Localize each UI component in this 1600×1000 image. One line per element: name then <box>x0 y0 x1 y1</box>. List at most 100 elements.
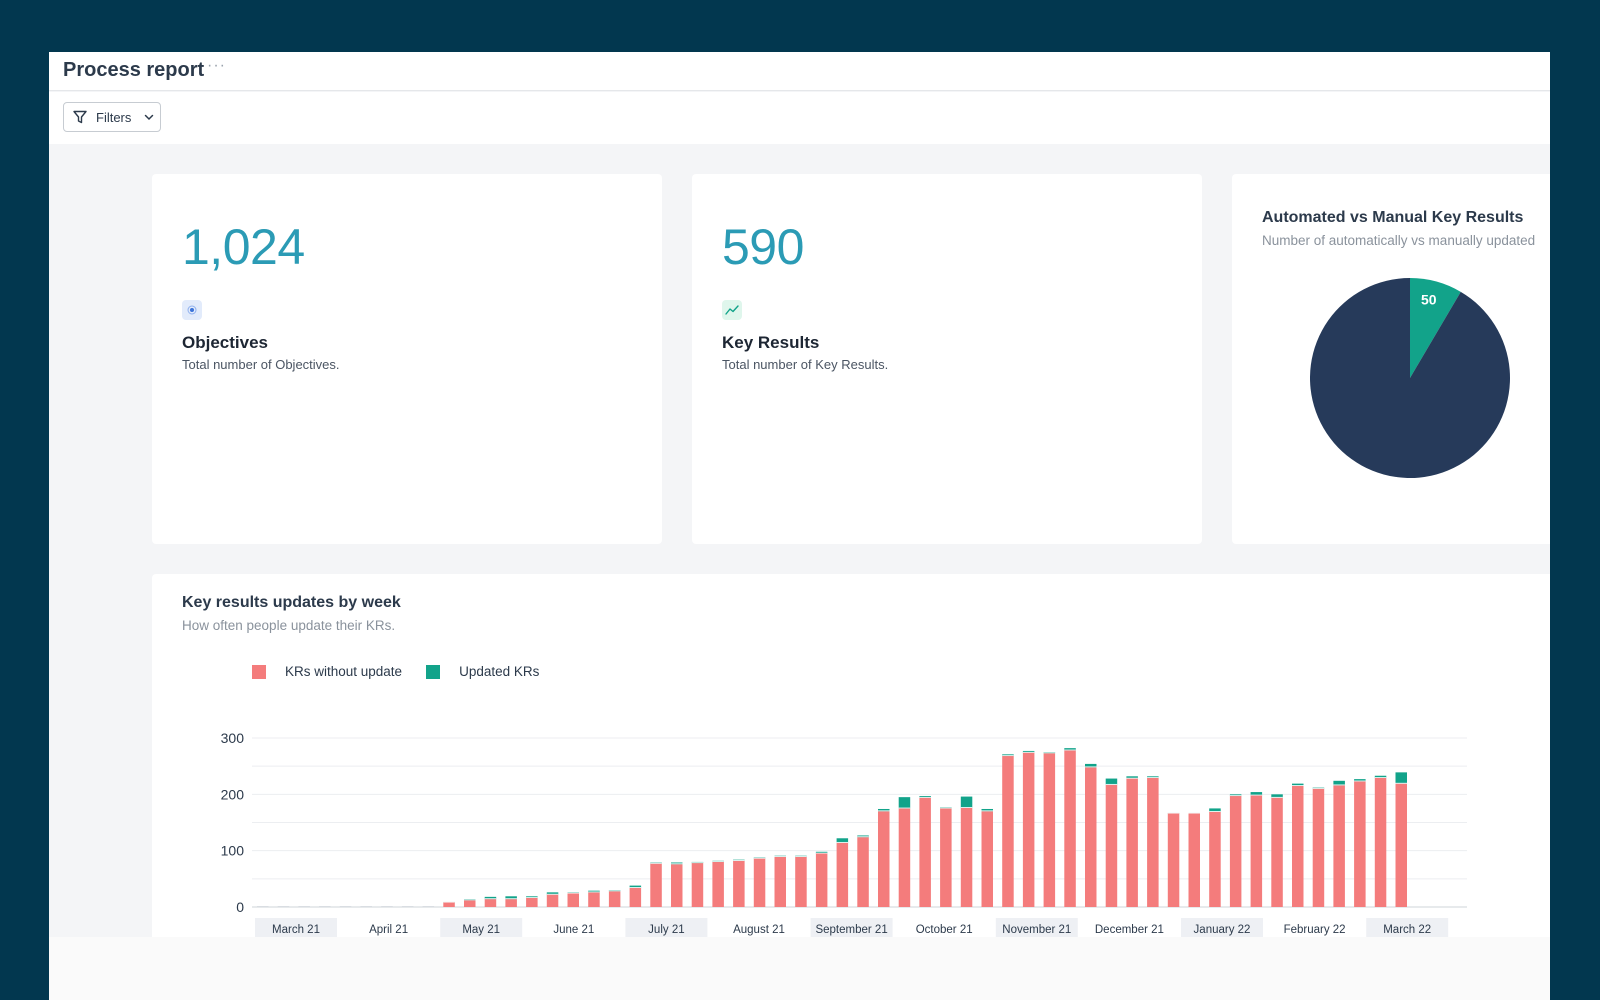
bar-segment-without-update[interactable] <box>1209 811 1221 907</box>
bar-segment-without-update[interactable] <box>339 906 352 907</box>
pie-slice[interactable] <box>1410 278 1461 378</box>
bar-segment-updated[interactable] <box>1022 750 1035 753</box>
bar-segment-updated[interactable] <box>878 808 890 812</box>
bar-segment-without-update[interactable] <box>257 906 269 907</box>
bar-segment-updated[interactable] <box>629 885 642 888</box>
bar-segment-without-update[interactable] <box>650 863 662 907</box>
bar-segment-updated[interactable] <box>588 890 600 893</box>
bar-segment-without-update[interactable] <box>753 858 766 907</box>
bar-segment-without-update[interactable] <box>298 906 310 907</box>
bar-segment-without-update[interactable] <box>360 906 373 907</box>
bar-segment-without-update[interactable] <box>919 797 931 907</box>
bar-segment-without-update[interactable] <box>1167 813 1180 907</box>
bar-segment-updated[interactable] <box>1126 776 1138 779</box>
bar-segment-without-update[interactable] <box>484 899 497 907</box>
bar-separator <box>1126 777 1138 779</box>
bar-segment-without-update[interactable] <box>1002 756 1014 907</box>
filters-button[interactable]: Filters <box>63 102 161 132</box>
bar-segment-without-update[interactable] <box>878 811 890 907</box>
bar-segment-without-update[interactable] <box>319 906 331 907</box>
bar-segment-without-update[interactable] <box>1395 783 1408 907</box>
bar-separator <box>484 898 497 900</box>
bar-separator <box>1312 787 1325 789</box>
bar-segment-updated[interactable] <box>1064 748 1076 751</box>
bar-segment-updated[interactable] <box>1209 808 1221 812</box>
legend-item-without-update[interactable]: KRs without update <box>252 664 402 679</box>
bar-segment-without-update[interactable] <box>1085 767 1097 907</box>
bar-segment-updated[interactable] <box>898 797 911 809</box>
bar-segment-without-update[interactable] <box>1229 796 1242 907</box>
bar-segment-without-update[interactable] <box>1064 750 1076 907</box>
bar-segment-without-update[interactable] <box>671 864 683 907</box>
bar-separator <box>671 863 683 865</box>
bar-segment-without-update[interactable] <box>1043 753 1056 907</box>
bar-segment-without-update[interactable] <box>588 892 600 907</box>
bar-segment-without-update[interactable] <box>1250 795 1263 907</box>
bar-segment-updated[interactable] <box>1354 779 1366 782</box>
bar-segment-without-update[interactable] <box>443 902 455 907</box>
bar-segment-updated[interactable] <box>815 851 828 854</box>
bar-segment-without-update[interactable] <box>1374 777 1387 907</box>
bar-segment-without-update[interactable] <box>546 894 559 907</box>
bar-segment-without-update[interactable] <box>733 860 745 907</box>
bar-segment-without-update[interactable] <box>526 897 538 907</box>
bar-segment-without-update[interactable] <box>857 837 869 907</box>
bar-segment-updated[interactable] <box>484 896 497 900</box>
more-options-icon[interactable]: ··· <box>207 57 226 74</box>
bar-segment-updated[interactable] <box>1105 778 1118 785</box>
toolbar: Filters <box>49 92 1550 144</box>
bar-segment-updated[interactable] <box>1147 776 1159 778</box>
bar-segment-updated[interactable] <box>981 808 994 812</box>
bar-segment-without-update[interactable] <box>1292 785 1304 907</box>
bar-segment-updated[interactable] <box>1395 772 1408 784</box>
bar-segment-without-update[interactable] <box>1312 788 1325 907</box>
bar-segment-without-update[interactable] <box>567 893 580 907</box>
bar-segment-updated[interactable] <box>1374 775 1387 778</box>
bar-segment-without-update[interactable] <box>940 808 952 907</box>
bar-segment-without-update[interactable] <box>608 891 621 907</box>
x-tick-label: January 22 <box>1194 924 1251 936</box>
bar-segment-updated[interactable] <box>505 896 517 900</box>
bar-segment-without-update[interactable] <box>1105 784 1118 907</box>
bar-segment-without-update[interactable] <box>381 906 393 907</box>
bar-segment-without-update[interactable] <box>898 808 911 907</box>
bar-segment-without-update[interactable] <box>960 807 973 907</box>
bar-segment-without-update[interactable] <box>505 899 517 907</box>
bar-segment-without-update[interactable] <box>1354 781 1366 907</box>
pie-slice[interactable] <box>1310 278 1510 478</box>
bar-segment-without-update[interactable] <box>1147 777 1159 907</box>
bar-segment-without-update[interactable] <box>629 887 642 907</box>
bar-segment-without-update[interactable] <box>401 906 414 907</box>
bar-separator <box>691 862 704 864</box>
bar-segment-updated[interactable] <box>857 835 869 838</box>
bar-segment-updated[interactable] <box>1292 783 1304 786</box>
bar-segment-without-update[interactable] <box>464 900 476 907</box>
bar-segment-updated[interactable] <box>1271 794 1283 798</box>
bar-segment-without-update[interactable] <box>1271 797 1283 907</box>
legend-item-updated[interactable]: Updated KRs <box>426 664 539 679</box>
bar-segment-updated[interactable] <box>526 896 538 898</box>
bar-segment-without-update[interactable] <box>795 856 807 907</box>
bar-segment-without-update[interactable] <box>712 861 724 907</box>
bar-segment-without-update[interactable] <box>277 906 290 907</box>
bar-segment-without-update[interactable] <box>1188 813 1201 907</box>
bar-segment-updated[interactable] <box>671 862 683 865</box>
bar-segment-without-update[interactable] <box>422 906 435 907</box>
bar-segment-without-update[interactable] <box>1126 778 1138 907</box>
bar-segment-updated[interactable] <box>1229 794 1242 797</box>
bar-segment-updated[interactable] <box>960 796 973 808</box>
bar-segment-updated[interactable] <box>1250 792 1263 796</box>
bar-segment-updated[interactable] <box>1002 754 1014 757</box>
bar-segment-updated[interactable] <box>1085 763 1097 768</box>
bar-segment-without-update[interactable] <box>815 853 828 907</box>
bar-segment-updated[interactable] <box>1333 780 1345 786</box>
bar-segment-without-update[interactable] <box>1022 752 1035 907</box>
bar-segment-without-update[interactable] <box>981 811 994 907</box>
bar-segment-without-update[interactable] <box>836 842 849 907</box>
bar-segment-without-update[interactable] <box>691 863 704 907</box>
bar-segment-updated[interactable] <box>919 796 931 798</box>
bar-segment-updated[interactable] <box>836 838 849 843</box>
bar-segment-without-update[interactable] <box>1333 785 1345 907</box>
bar-segment-without-update[interactable] <box>774 856 787 907</box>
bar-segment-updated[interactable] <box>546 892 559 895</box>
